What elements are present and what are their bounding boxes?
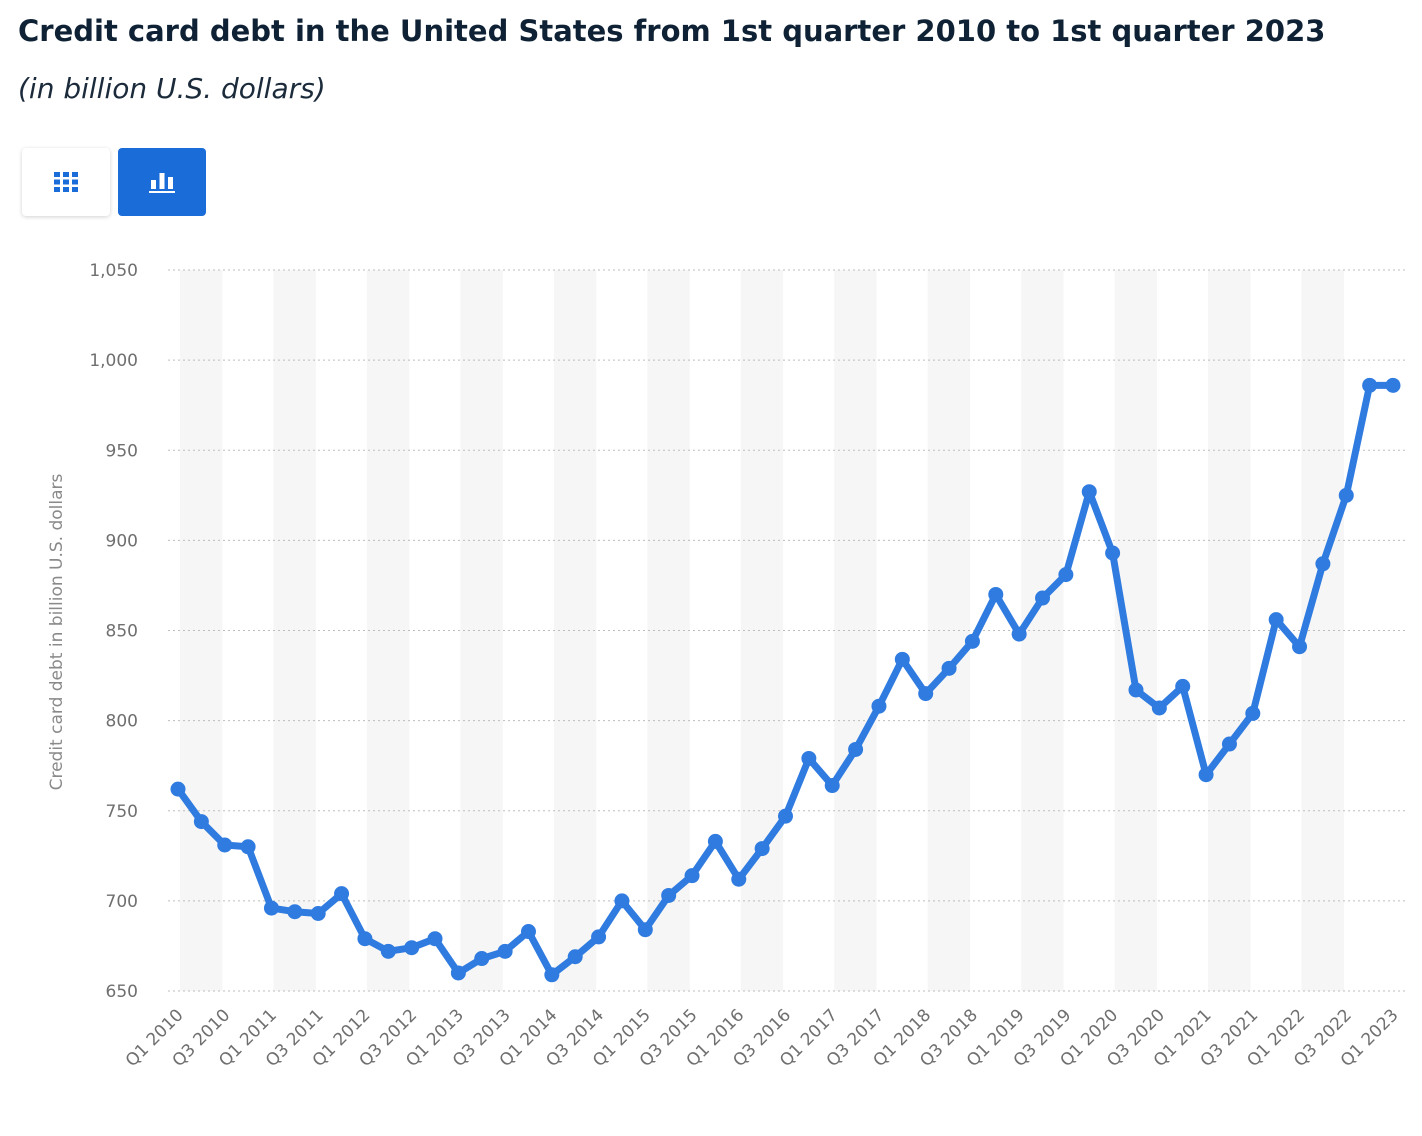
table-view-button[interactable]	[22, 148, 110, 216]
data-point[interactable]	[988, 586, 1004, 602]
data-point[interactable]	[1292, 639, 1308, 655]
data-point[interactable]	[1128, 682, 1144, 698]
data-point[interactable]	[1151, 700, 1167, 716]
y-tick-label: 700	[106, 892, 138, 912]
data-point[interactable]	[263, 900, 279, 916]
year-band	[740, 270, 784, 991]
data-point[interactable]	[684, 868, 700, 884]
data-point[interactable]	[801, 750, 817, 766]
data-point[interactable]	[964, 633, 980, 649]
data-point[interactable]	[1035, 590, 1051, 606]
y-tick-label: 950	[106, 441, 138, 461]
data-point[interactable]	[1385, 377, 1401, 393]
y-tick-label: 650	[106, 982, 138, 1002]
data-point[interactable]	[941, 660, 957, 676]
data-point[interactable]	[1362, 377, 1378, 393]
data-point[interactable]	[1081, 484, 1097, 500]
data-point[interactable]	[778, 808, 793, 824]
data-point[interactable]	[217, 837, 233, 853]
year-band	[460, 270, 503, 991]
data-point[interactable]	[1221, 736, 1237, 752]
data-point[interactable]	[731, 871, 747, 887]
data-point[interactable]	[287, 904, 303, 920]
chart-subtitle: (in billion U.S. dollars)	[18, 72, 326, 105]
chart-view-button[interactable]	[118, 148, 206, 216]
data-point[interactable]	[1011, 626, 1027, 642]
y-tick-label: 1,000	[89, 351, 138, 371]
data-points	[170, 377, 1401, 983]
year-band	[180, 270, 223, 991]
data-point[interactable]	[871, 698, 887, 714]
data-point[interactable]	[497, 943, 513, 959]
data-point[interactable]	[637, 922, 653, 938]
y-axis-label: Credit card debt in billion U.S. dollars	[47, 473, 67, 790]
y-tick-label: 750	[106, 802, 138, 822]
data-point[interactable]	[520, 924, 536, 940]
data-point[interactable]	[591, 929, 607, 945]
y-tick-labels: 650 700 750 800 850 900 950 1,000 1,050	[89, 261, 138, 1002]
data-point[interactable]	[404, 940, 420, 956]
data-point[interactable]	[1315, 556, 1331, 572]
year-band	[1301, 270, 1344, 991]
data-point[interactable]	[848, 741, 864, 757]
data-point[interactable]	[357, 931, 373, 947]
data-point[interactable]	[544, 967, 560, 983]
grid-icon	[54, 172, 78, 192]
data-point[interactable]	[824, 778, 840, 794]
data-point[interactable]	[1198, 767, 1214, 783]
data-point[interactable]	[567, 949, 583, 965]
year-band	[1021, 270, 1064, 991]
bar-chart-icon	[149, 173, 175, 193]
year-band	[834, 270, 877, 991]
data-point[interactable]	[193, 814, 209, 830]
data-point[interactable]	[614, 893, 630, 909]
year-band	[1114, 270, 1158, 991]
data-point[interactable]	[894, 651, 910, 667]
data-point[interactable]	[707, 833, 723, 849]
data-point[interactable]	[1268, 612, 1284, 628]
data-point[interactable]	[170, 781, 186, 797]
data-point[interactable]	[1338, 487, 1354, 503]
data-point[interactable]	[918, 686, 934, 702]
y-tick-label: 800	[106, 712, 138, 732]
data-point[interactable]	[310, 905, 326, 921]
data-point[interactable]	[450, 965, 466, 981]
data-point[interactable]	[474, 951, 490, 967]
data-point[interactable]	[380, 943, 396, 959]
y-tick-label: 900	[106, 531, 138, 551]
data-point[interactable]	[334, 886, 350, 902]
y-tick-label: 850	[106, 622, 138, 642]
data-point[interactable]	[1105, 545, 1121, 561]
data-point[interactable]	[240, 839, 256, 855]
data-point[interactable]	[754, 841, 770, 857]
chart-title: Credit card debt in the United States fr…	[18, 14, 1326, 48]
y-gridlines	[168, 269, 1408, 992]
y-tick-label: 1,050	[89, 261, 138, 281]
data-point[interactable]	[1058, 567, 1074, 583]
data-point[interactable]	[427, 931, 443, 947]
data-point[interactable]	[1245, 705, 1261, 721]
data-point[interactable]	[1175, 678, 1191, 694]
data-point[interactable]	[661, 887, 677, 903]
